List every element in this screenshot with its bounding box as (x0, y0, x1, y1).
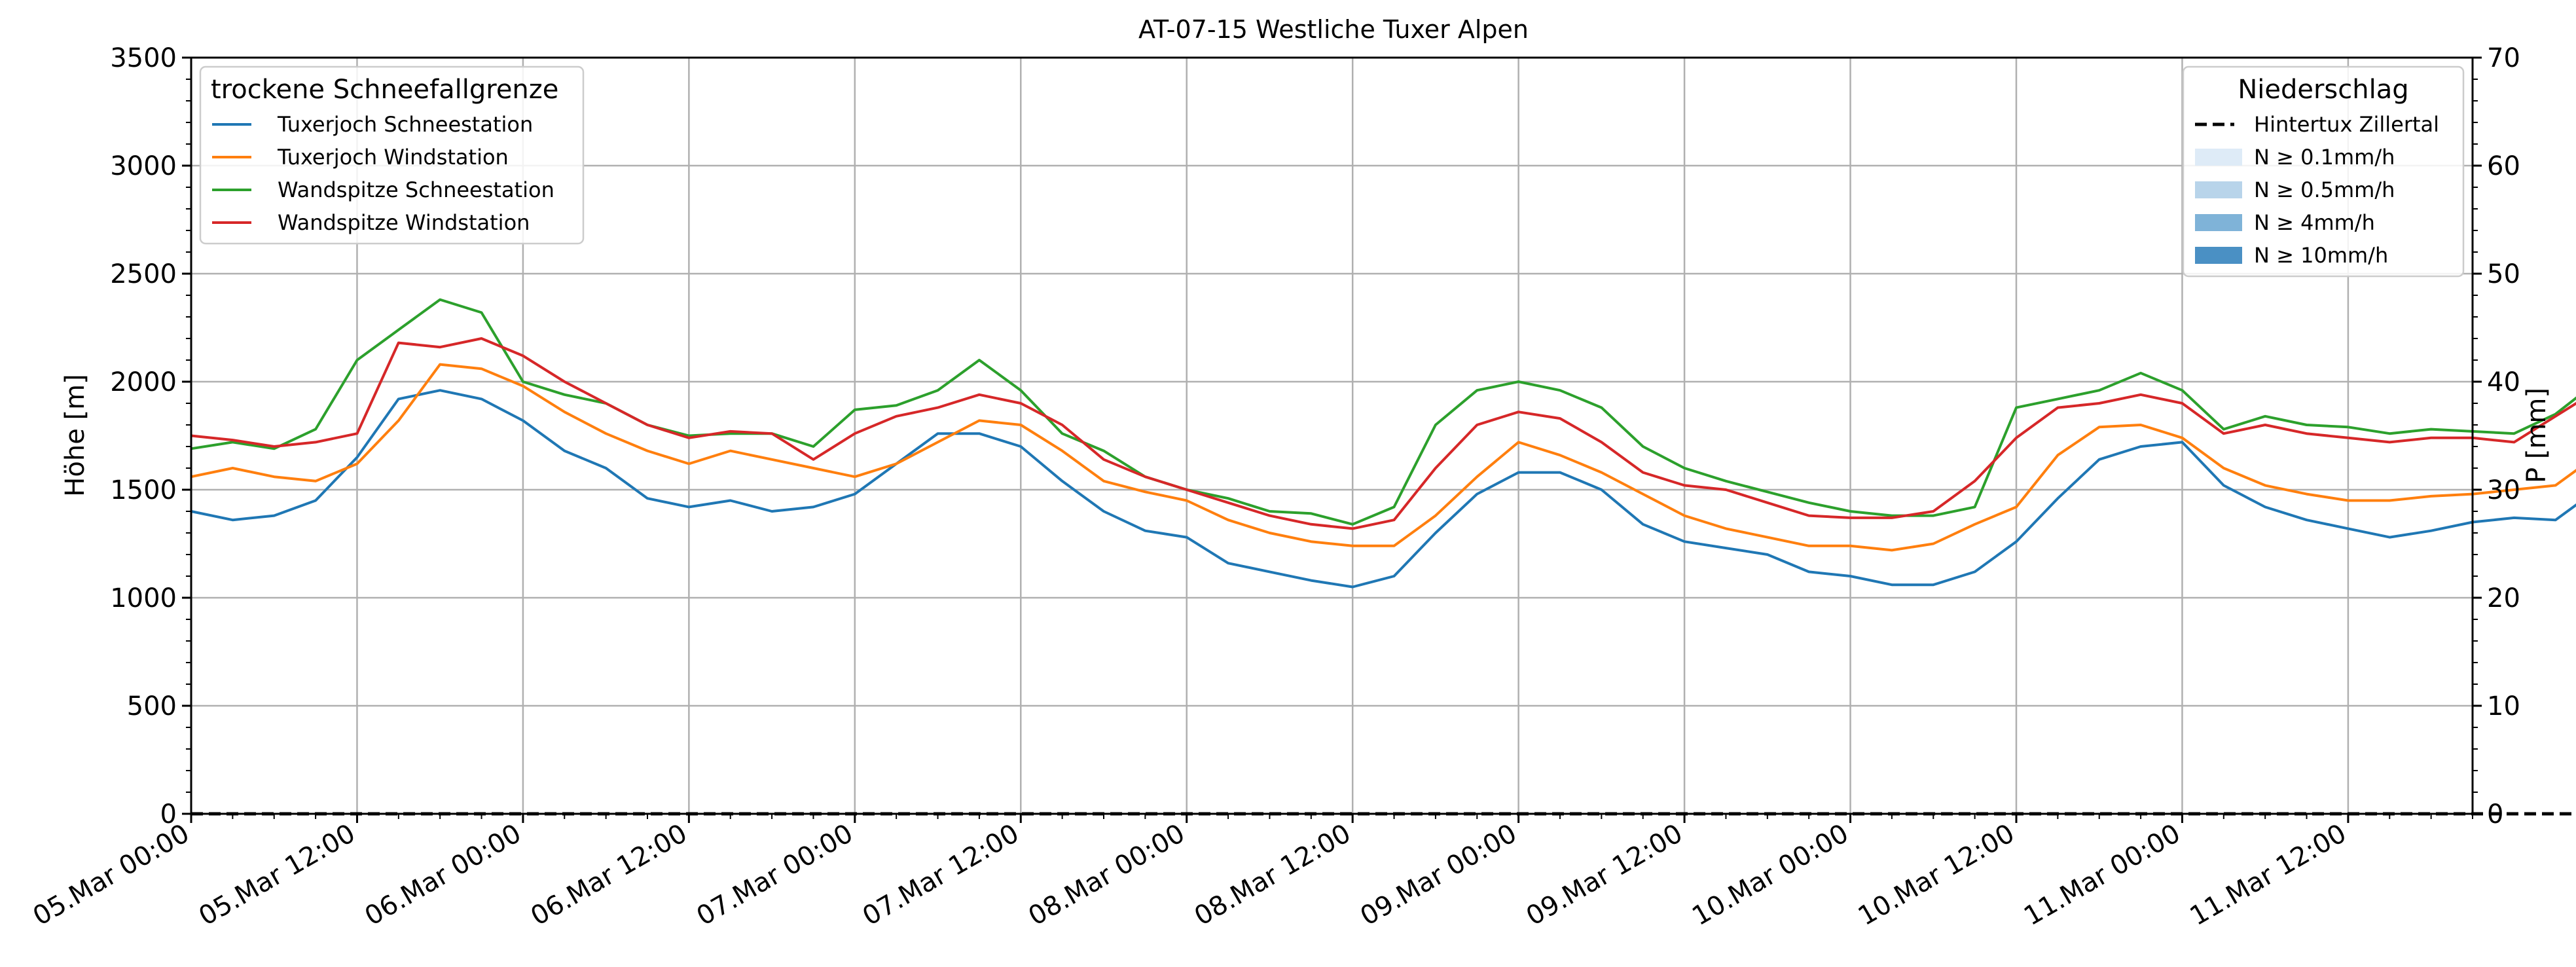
legend-label-precip-0: Hintertux Zillertal (2254, 112, 2439, 137)
series-line-s2 (190, 363, 2576, 552)
legend-label-precip-3: N ≥ 4mm/h (2254, 210, 2375, 235)
legend-swatch-precip-3 (2195, 214, 2242, 231)
y-tick-label: 1000 (110, 583, 177, 613)
plot-frame (190, 56, 2474, 815)
y2-tick-label: 20 (2487, 583, 2520, 613)
legend-label-s4: Wandspitze Windstation (278, 210, 530, 235)
legend-label-s1: Tuxerjoch Schneestation (277, 112, 533, 137)
legend-label-s3: Wandspitze Schneestation (278, 177, 554, 202)
y-tick-label: 2500 (110, 259, 177, 289)
y2-tick-label: 0 (2487, 799, 2503, 830)
y-tick-label: 500 (127, 691, 177, 721)
y-tick-label: 3000 (110, 151, 177, 181)
y2-tick-label: 10 (2487, 691, 2520, 721)
y2-tick-label: 30 (2487, 475, 2520, 505)
legend-left-box (199, 65, 585, 245)
y-axis-right: 0 10 20 30 40 50 60 70 (2473, 43, 2520, 830)
y2-tick-label: 50 (2487, 259, 2520, 289)
legend-precipitation: Niederschlag Hintertux Zillertal N ≥ 0.1mm… (2182, 65, 2465, 278)
y-tick-label: 1500 (110, 475, 177, 505)
legend-right-box (2182, 65, 2465, 278)
y-tick-label: 3500 (110, 43, 177, 73)
y-axis-label: Höhe [m] (60, 374, 90, 496)
legend-label-s2: Tuxerjoch Windstation (277, 145, 509, 170)
series-lines (190, 298, 2576, 816)
legend-right-title: Niederschlag (2238, 75, 2408, 105)
legend-left-title: trockene Schneefallgrenze (211, 75, 558, 105)
legend-snowfall-lines: trockene Schneefallgrenze Tuxerjoch Schne… (199, 65, 585, 245)
chart-title: AT-07-15 Westliche Tuxer Alpen (1138, 15, 1529, 44)
series-line-s3 (190, 298, 2576, 526)
legend-label-precip-1: N ≥ 0.1mm/h (2254, 145, 2395, 170)
legend-swatch-precip-1 (2195, 149, 2242, 166)
y-tick-label: 2000 (110, 367, 177, 397)
series-line-s1 (190, 389, 2576, 589)
legend-swatch-precip-4 (2195, 247, 2242, 264)
legend-label-precip-4: N ≥ 10mm/h (2254, 243, 2388, 268)
y2-tick-label: 60 (2487, 151, 2520, 181)
legend-label-precip-2: N ≥ 0.5mm/h (2254, 177, 2395, 202)
legend-swatch-precip-2 (2195, 181, 2242, 198)
y2-tick-label: 40 (2487, 367, 2520, 397)
y-axis-left: 0 500 1000 1500 2000 2500 3000 3500 (110, 43, 191, 830)
y2-axis-label: P [mm] (2522, 388, 2552, 483)
series-line-s4 (190, 337, 2576, 530)
y-tick-label: 0 (160, 799, 177, 830)
y2-tick-label: 70 (2487, 43, 2520, 73)
